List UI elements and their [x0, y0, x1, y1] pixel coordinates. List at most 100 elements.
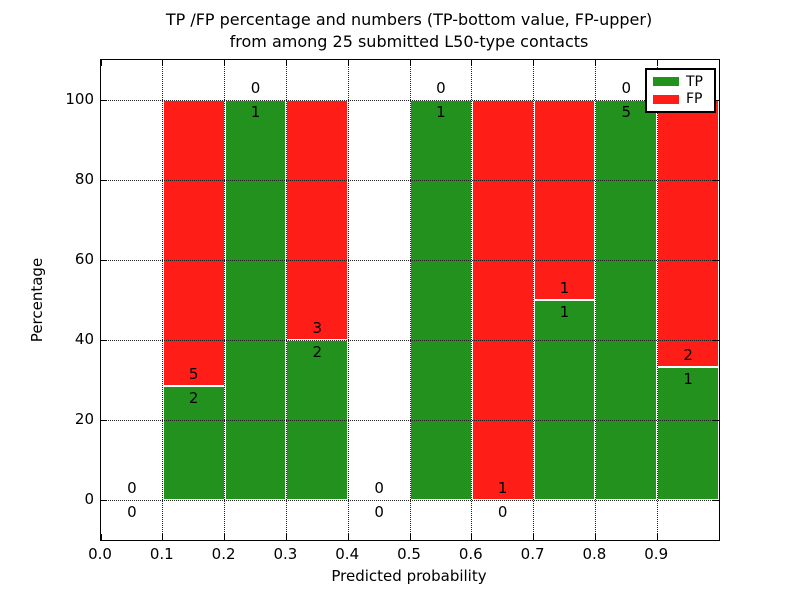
x-tick-mark-top	[285, 60, 287, 66]
y-tick-mark	[101, 99, 107, 101]
x-tick-label: 0.8	[582, 545, 607, 563]
y-tick-mark	[101, 339, 107, 341]
tp-bar-segment	[224, 100, 287, 500]
chart-title-line1: TP /FP percentage and numbers (TP-bottom…	[165, 10, 653, 29]
y-tick-mark-right	[713, 419, 719, 421]
x-tick-mark	[594, 534, 596, 540]
tp-count-label: 1	[559, 303, 570, 321]
x-tick-label: 0.9	[644, 545, 669, 563]
fp-count-label: 5	[188, 364, 199, 383]
fp-count-label: 0	[621, 79, 632, 97]
y-tick-mark-right	[713, 339, 719, 341]
gridline-vertical	[471, 60, 473, 540]
y-tick-mark	[101, 259, 107, 261]
fp-bar-segment	[533, 100, 596, 300]
y-tick-label: 60	[74, 250, 94, 268]
fp-bar-segment	[286, 100, 349, 340]
x-tick-mark	[409, 534, 411, 540]
fp-count-label: 1	[559, 279, 570, 297]
y-axis-label: Percentage	[28, 257, 46, 343]
tp-legend-label: TP	[686, 73, 703, 90]
gridline-vertical	[347, 60, 349, 540]
fp-count-label: 0	[127, 479, 137, 497]
fp-bar-segment	[471, 100, 534, 500]
tp-bar-segment	[410, 100, 472, 500]
gridline-vertical	[162, 60, 164, 540]
x-tick-label: 0.2	[211, 545, 236, 563]
gridline-vertical	[285, 60, 287, 540]
tp-bar-segment	[533, 300, 596, 500]
y-tick-label: 0	[84, 490, 94, 508]
x-tick-label: 0.4	[335, 545, 360, 563]
plot-inner: 0 0 5 2 0 1 3 2 0 0 0 1 1 0 1 1 0 5 2 1	[100, 60, 719, 540]
tp-count-label: 0	[374, 503, 384, 521]
fp-legend-label: FP	[686, 91, 703, 108]
x-tick-mark	[100, 534, 102, 540]
y-tick-mark-right	[713, 99, 719, 101]
tp-count-label: 1	[250, 103, 261, 121]
y-tick-mark	[101, 179, 107, 181]
x-tick-label: 0.6	[458, 545, 483, 563]
fp-count-label: 0	[250, 79, 261, 97]
tp-legend-swatch	[653, 77, 679, 87]
x-tick-label: 0.5	[397, 545, 421, 563]
x-tick-label: 0.3	[273, 545, 298, 563]
x-tick-mark	[224, 534, 226, 540]
y-tick-mark-right	[713, 499, 719, 501]
x-tick-mark	[533, 534, 535, 540]
x-tick-label: 0.0	[88, 545, 112, 563]
x-tick-mark-top	[162, 60, 164, 66]
legend: TP FP	[645, 68, 716, 113]
fp-count-label: 2	[683, 345, 693, 364]
gridline-vertical	[594, 60, 596, 540]
y-tick-label: 100	[65, 90, 94, 108]
x-tick-label: 0.7	[520, 545, 545, 563]
legend-item-tp: TP	[653, 75, 708, 89]
x-axis-label: Predicted probability	[331, 567, 487, 585]
fp-count-label: 0	[436, 79, 446, 97]
x-tick-mark-top	[347, 60, 349, 66]
fp-count-label: 1	[497, 479, 508, 497]
fp-bar-segment	[657, 100, 719, 367]
x-tick-mark-top	[409, 60, 411, 66]
plot-area: 0 0 5 2 0 1 3 2 0 0 0 1 1 0 1 1 0 5 2 1	[100, 59, 720, 541]
tp-count-label: 0	[127, 503, 137, 521]
tp-count-label: 5	[621, 103, 632, 121]
chart-title-line2: from among 25 submitted L50-type contact…	[229, 32, 589, 51]
x-tick-mark-top	[533, 60, 535, 66]
fp-legend-swatch	[653, 94, 679, 104]
fp-count-label: 0	[374, 479, 384, 497]
x-tick-mark	[285, 534, 287, 540]
gridline-vertical	[409, 60, 411, 540]
fp-count-label: 3	[312, 319, 323, 337]
tp-count-label: 2	[312, 343, 323, 361]
tp-count-label: 2	[188, 388, 199, 407]
legend-item-fp: FP	[653, 92, 708, 106]
x-tick-label: 0.1	[149, 545, 174, 563]
tp-count-label: 1	[683, 369, 693, 388]
x-tick-mark-top	[656, 60, 658, 66]
x-tick-mark-top	[594, 60, 596, 66]
x-tick-mark	[656, 534, 658, 540]
y-tick-mark	[101, 419, 107, 421]
x-tick-mark	[471, 534, 473, 540]
gridline-vertical	[224, 60, 226, 540]
chart-title: TP /FP percentage and numbers (TP-bottom…	[100, 9, 718, 53]
tp-count-label: 0	[497, 503, 508, 521]
y-tick-mark-right	[713, 259, 719, 261]
x-tick-mark-top	[224, 60, 226, 66]
tp-count-label: 1	[436, 103, 446, 121]
gridline-vertical	[656, 60, 658, 540]
x-tick-mark-top	[471, 60, 473, 66]
x-tick-mark-top	[100, 60, 102, 66]
y-tick-label: 40	[74, 330, 94, 348]
tp-bar-segment	[595, 100, 658, 500]
y-tick-label: 20	[74, 410, 94, 428]
gridline-vertical	[533, 60, 535, 540]
x-tick-mark	[347, 534, 349, 540]
y-tick-mark	[101, 499, 107, 501]
x-tick-mark	[162, 534, 164, 540]
y-tick-label: 80	[74, 170, 94, 188]
y-tick-mark-right	[713, 179, 719, 181]
